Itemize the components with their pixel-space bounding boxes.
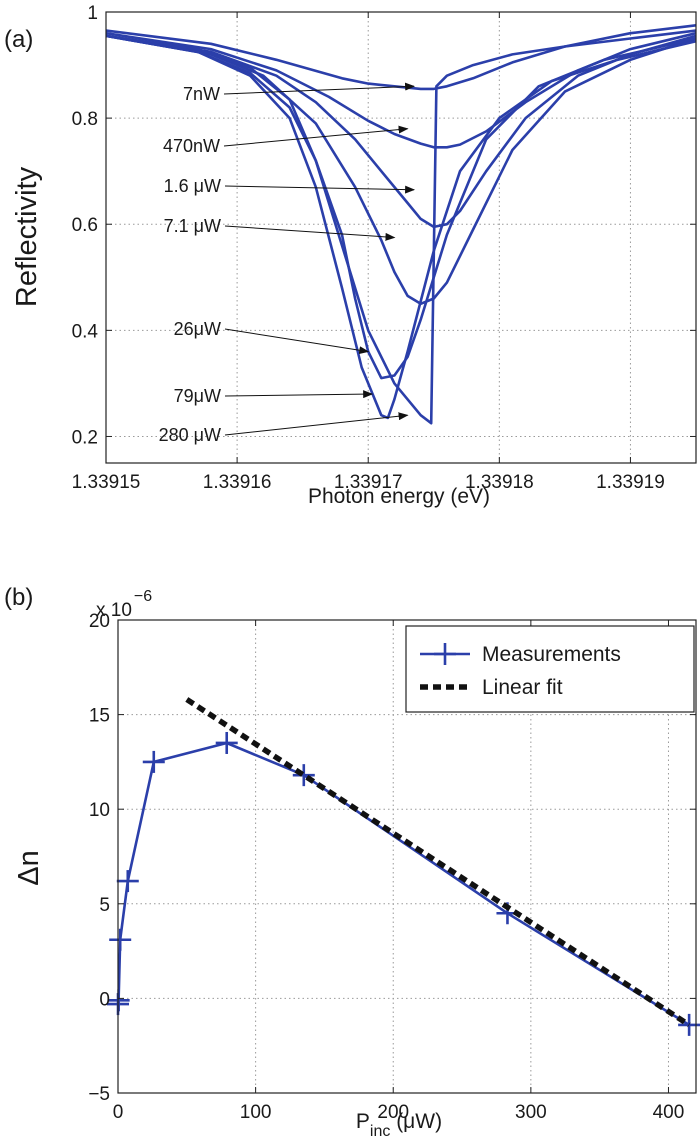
x-tick-label: 100 <box>240 1102 272 1123</box>
series-line-4 <box>105 34 697 306</box>
annotation-label: 7nW <box>183 84 220 104</box>
annotation-arrow <box>224 185 416 194</box>
annotation-label: 7.1 μW <box>164 216 221 236</box>
measurement-point <box>215 731 238 754</box>
panel-a-y-axis-label: Reflectivity <box>11 166 43 307</box>
legend-label-linear-fit: Linear fit <box>482 676 563 699</box>
y-tick-label: −5 <box>88 1084 110 1105</box>
series-line-1 <box>105 24 697 91</box>
panel-b-x-axis-label-unit: (μW) <box>390 1110 442 1133</box>
panel-b-legend: Measurements Linear fit <box>405 625 695 713</box>
x-tick-label: 1.33916 <box>203 472 272 493</box>
panel-b-y-axis-label: Δn <box>13 850 45 886</box>
y-tick-label: 0 <box>99 989 110 1010</box>
measurement-point <box>116 870 139 893</box>
panel-b-series <box>107 697 700 1036</box>
panel-a-axes-box <box>105 11 697 464</box>
panel-a-series <box>105 24 697 425</box>
series-line-6 <box>105 34 697 420</box>
annotation-label: 470nW <box>163 136 220 156</box>
measurement-point <box>107 989 130 1012</box>
panel-a-x-axis-label: Photon energy (eV) <box>308 485 490 508</box>
panel-a-ticks: 1.33915 1.33916 1.33917 1.33918 1.33919 0.2 0.… <box>72 3 696 493</box>
legend-box <box>405 625 695 713</box>
series-line-2 <box>105 31 697 149</box>
panel-a-label: (a) <box>4 26 33 53</box>
annotation-arrow <box>224 412 409 436</box>
panel-b-exponent-label: x 10−6 <box>96 588 152 621</box>
measurement-point <box>142 750 165 773</box>
legend-entry-linear-fit: Linear fit <box>420 676 563 699</box>
series-line-7 <box>105 29 697 425</box>
y-tick-label: 1 <box>87 3 98 24</box>
y-tick-label: 10 <box>89 800 110 821</box>
panel-b-x-axis-label-sub: inc <box>370 1123 390 1140</box>
measurements-line <box>116 741 690 1027</box>
legend-entries: Measurements Linear fit <box>420 643 621 699</box>
panel-b-x-axis-label: Pinc (μW) <box>356 1110 442 1140</box>
y-tick-label: 0.8 <box>72 109 98 130</box>
annotation-label: 1.6 μW <box>164 176 221 196</box>
y-tick-label: 5 <box>99 895 110 916</box>
annotation-arrow <box>223 82 416 95</box>
y-tick-label: 15 <box>89 706 110 727</box>
y-tick-label: 20 <box>89 611 110 632</box>
x-tick-label: 1.33917 <box>334 472 403 493</box>
panel-a-chart: (a) 7nW 470nW 1.6 μW 7.1 μW 26μW 79μW 280 μW 1… <box>4 3 697 508</box>
panel-b-exponent-power: −6 <box>134 588 152 605</box>
y-tick-label: 0.2 <box>72 427 98 448</box>
panel-b-label: (b) <box>4 584 33 611</box>
y-tick-label: 0.6 <box>72 215 98 236</box>
series-line-3 <box>105 34 697 229</box>
series-line-5 <box>105 34 697 380</box>
x-tick-label: 400 <box>653 1102 685 1123</box>
annotation-label: 280 μW <box>159 425 221 445</box>
panel-b-axes-box <box>117 619 697 1094</box>
annotation-label: 26μW <box>174 319 221 339</box>
x-tick-label: 1.33918 <box>465 472 534 493</box>
x-tick-label: 200 <box>377 1102 409 1123</box>
annotation-arrow <box>224 225 396 241</box>
x-tick-label: 1.33915 <box>72 472 141 493</box>
panel-a-annotations: 7nW 470nW 1.6 μW 7.1 μW 26μW 79μW 280 μW <box>159 82 416 445</box>
annotation-arrow <box>223 125 409 147</box>
annotation-label: 79μW <box>174 386 221 406</box>
x-tick-label: 0 <box>113 1102 124 1123</box>
annotation-arrow <box>224 328 370 355</box>
legend-entry-measurements: Measurements <box>420 643 621 666</box>
measurement-point <box>292 764 315 787</box>
y-tick-label: 0.4 <box>72 321 99 342</box>
annotation-arrow <box>224 390 374 399</box>
x-tick-label: 1.33919 <box>596 472 665 493</box>
panel-b-x-axis-label-main: P <box>356 1110 370 1133</box>
legend-label-measurements: Measurements <box>482 643 621 666</box>
panel-b-exponent-base: x 10 <box>96 600 132 621</box>
linear-fit-line <box>185 697 691 1028</box>
measurement-point <box>109 928 132 951</box>
x-tick-label: 300 <box>515 1102 547 1123</box>
